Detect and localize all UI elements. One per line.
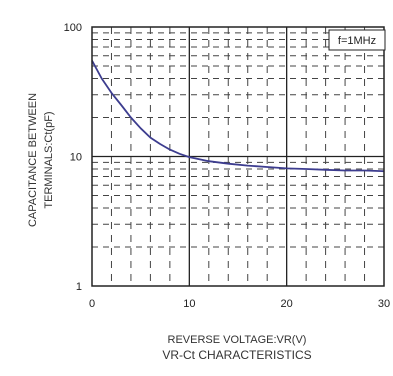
frequency-annotation: f=1MHz — [328, 29, 386, 51]
x-axis-label: REVERSE VOLTAGE:VR(V) — [168, 334, 307, 346]
plot-frame — [91, 26, 385, 287]
y-axis-label-line-2: TERMINALS:Ct(pF) — [43, 111, 55, 208]
axes: 0 10 20 30 1 10 100 — [64, 22, 390, 310]
annotation-text: f=1MHz — [338, 35, 376, 47]
chart-caption: VR-Ct CHARACTERISTICS — [162, 348, 311, 362]
y-tick-label: 100 — [64, 22, 82, 34]
y-tick-label: 1 — [76, 281, 82, 293]
x-tick-label: 0 — [89, 298, 95, 310]
x-tick-label: 10 — [183, 298, 195, 310]
x-tick-label: 30 — [378, 298, 390, 310]
y-tick-label: 10 — [70, 152, 82, 164]
vr-ct-curve — [91, 60, 385, 173]
y-axis-label-line-1: CAPACITANCE BETWEEN — [27, 93, 39, 227]
series-curve-group — [91, 60, 385, 173]
x-tick-label: 20 — [281, 298, 293, 310]
annotation-box — [328, 29, 386, 51]
grid — [92, 27, 384, 286]
